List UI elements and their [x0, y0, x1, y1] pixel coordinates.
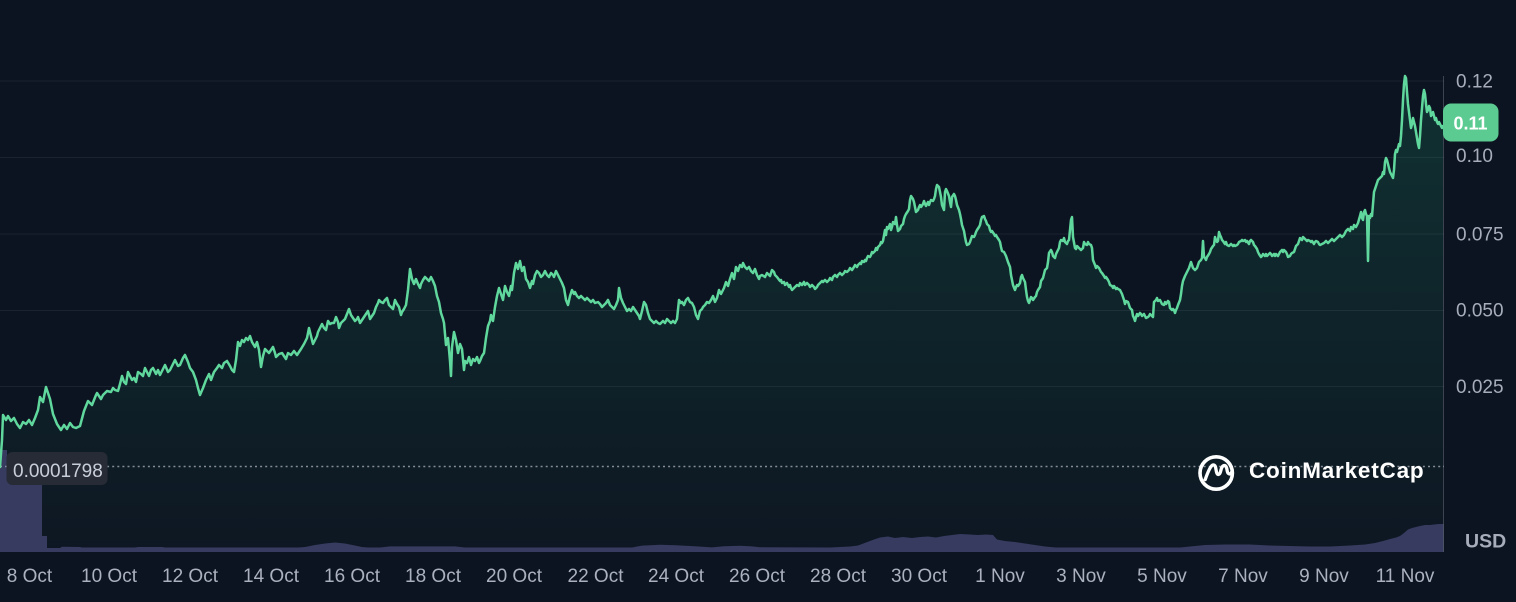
svg-text:16 Oct: 16 Oct [324, 566, 381, 587]
svg-text:30 Oct: 30 Oct [891, 566, 948, 587]
svg-text:0.0001798: 0.0001798 [13, 461, 103, 482]
svg-text:11 Nov: 11 Nov [1376, 566, 1435, 587]
svg-text:0.12: 0.12 [1456, 72, 1493, 93]
svg-text:5 Nov: 5 Nov [1137, 566, 1187, 587]
svg-text:28 Oct: 28 Oct [810, 566, 867, 587]
svg-text:CoinMarketCap: CoinMarketCap [1249, 458, 1424, 483]
svg-text:24 Oct: 24 Oct [648, 566, 705, 587]
svg-text:USD: USD [1465, 531, 1506, 553]
svg-text:3 Nov: 3 Nov [1056, 566, 1106, 587]
svg-text:22 Oct: 22 Oct [568, 566, 625, 587]
svg-text:1 Nov: 1 Nov [975, 566, 1025, 587]
svg-text:8 Oct: 8 Oct [7, 566, 53, 587]
svg-text:12 Oct: 12 Oct [162, 566, 219, 587]
svg-text:10 Oct: 10 Oct [81, 566, 138, 587]
svg-text:7 Nov: 7 Nov [1218, 566, 1268, 587]
svg-text:9 Nov: 9 Nov [1299, 566, 1349, 587]
svg-text:0.050: 0.050 [1456, 301, 1504, 322]
svg-text:0.10: 0.10 [1456, 146, 1493, 167]
svg-text:0.075: 0.075 [1456, 225, 1504, 246]
svg-text:26 Oct: 26 Oct [729, 566, 786, 587]
svg-text:0.025: 0.025 [1456, 377, 1504, 398]
svg-text:14 Oct: 14 Oct [243, 566, 300, 587]
svg-text:18 Oct: 18 Oct [405, 566, 462, 587]
svg-text:0.11: 0.11 [1453, 114, 1487, 134]
svg-text:20 Oct: 20 Oct [486, 566, 543, 587]
